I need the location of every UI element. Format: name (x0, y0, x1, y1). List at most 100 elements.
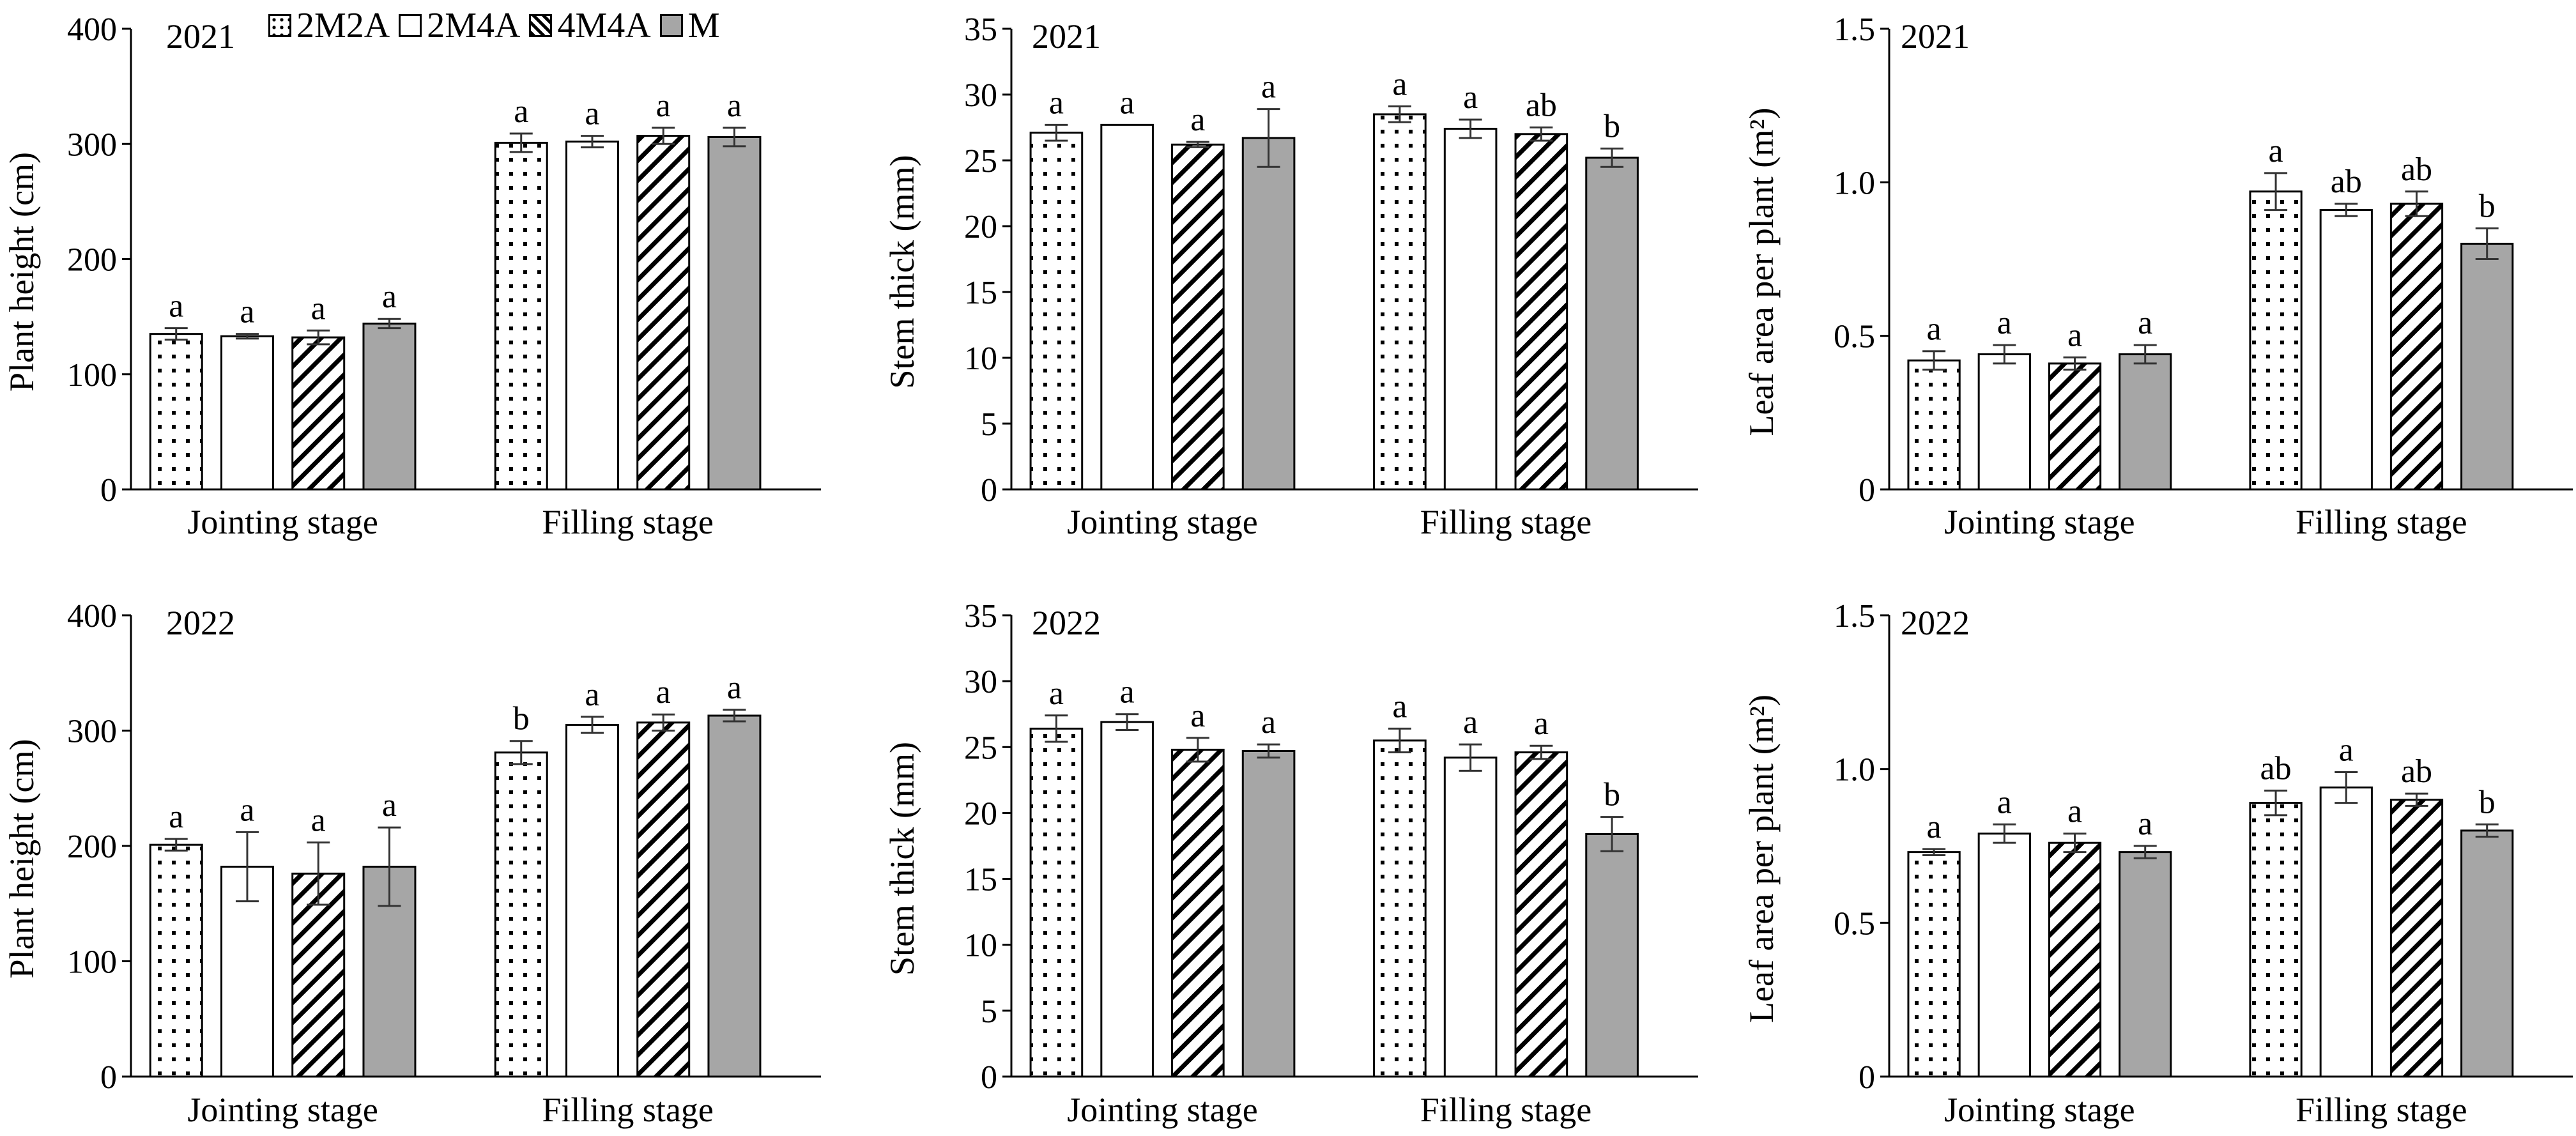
bar-4M4A (293, 337, 344, 489)
y-tick-label: 30 (964, 664, 997, 700)
x-category-label: Jointing stage (1944, 1091, 2135, 1129)
bar-2M2A (1374, 741, 1426, 1077)
chart-panel-1: 0 5 10 15 20 25 30 35 Stem thick (mm) 2021 a a a a Joi… (883, 12, 1698, 541)
legend-item: 2M2A (268, 5, 390, 46)
bar-2M4A (566, 725, 618, 1077)
bar-M (709, 137, 760, 489)
chart-panel-4: 0 5 10 15 20 25 30 35 Stem thick (mm) 2022 a a a a Joi… (883, 598, 1698, 1129)
significance-label: a (2269, 133, 2283, 169)
y-tick-label: 0 (100, 472, 117, 509)
significance-label: a (1392, 66, 1407, 103)
significance-label: ab (2401, 753, 2432, 790)
bar-2M2A (1908, 852, 1959, 1077)
y-axis-label: Plant height (cm) (3, 152, 41, 392)
y-tick-label: 20 (964, 209, 997, 245)
y-tick-label: 0.5 (1834, 319, 1875, 355)
y-tick-label: 30 (964, 77, 997, 114)
x-category-label: Filling stage (542, 503, 714, 541)
bar-2M4A (1101, 722, 1153, 1077)
chart-panel-3: 0 100 200 300 400 Plant height (cm) 2022 a a a a Jo… (3, 598, 821, 1129)
significance-label: a (240, 294, 254, 330)
legend-swatch-diagonal (529, 14, 552, 37)
significance-label: a (1049, 84, 1064, 121)
bar-4M4A (1515, 134, 1567, 489)
significance-label: b (1604, 108, 1620, 144)
bar-M (1243, 138, 1294, 489)
significance-label: a (169, 288, 183, 325)
bar-2M4A (1101, 125, 1153, 489)
legend-item: M (660, 5, 720, 46)
bar-2M4A (1445, 758, 1496, 1077)
y-tick-label: 1.0 (1834, 165, 1875, 201)
y-tick-label: 1.0 (1834, 752, 1875, 788)
legend-swatch-plain (399, 14, 422, 37)
significance-label: a (656, 88, 671, 124)
bar-2M2A (495, 753, 547, 1077)
bar-2M4A (2320, 788, 2372, 1077)
y-tick-label: 35 (964, 12, 997, 48)
significance-label: a (1190, 698, 1205, 734)
significance-label: ab (2401, 151, 2432, 188)
significance-label: a (382, 787, 397, 824)
bar-2M2A (1031, 728, 1082, 1077)
bar-2M2A (1031, 133, 1082, 489)
bar-2M2A (150, 845, 202, 1077)
figure: 0 100 200 300 400 Plant height (cm) 2021 a a a a Jo… (0, 0, 2576, 1133)
legend-swatch-gray (660, 14, 683, 37)
significance-label: a (1997, 784, 2012, 820)
bar-2M4A (2320, 210, 2372, 489)
x-category-label: Filling stage (1420, 1091, 1592, 1129)
x-category-label: Filling stage (2296, 503, 2467, 541)
significance-label: a (1120, 674, 1135, 710)
panel-title: 2022 (1901, 604, 1970, 642)
chart-panel-0: 0 100 200 300 400 Plant height (cm) 2021 a a a a Jo… (3, 12, 821, 541)
bar-2M4A (566, 142, 618, 489)
bar-4M4A (2391, 204, 2442, 489)
significance-label: a (1927, 311, 1942, 348)
bar-2M4A (1979, 834, 2030, 1077)
bar-M (364, 323, 415, 489)
significance-label: a (1534, 705, 1549, 742)
legend-label: 2M4A (427, 5, 520, 46)
panel-title: 2021 (1032, 17, 1101, 56)
legend-label: M (688, 5, 720, 46)
significance-label: ab (2260, 750, 2292, 787)
x-category-label: Jointing stage (1944, 503, 2135, 541)
y-tick-label: 10 (964, 341, 997, 377)
significance-label: ab (2331, 164, 2362, 200)
bar-2M4A (221, 336, 273, 489)
bar-M (2462, 243, 2513, 489)
significance-label: b (2479, 188, 2496, 224)
y-tick-label: 0 (981, 472, 997, 509)
significance-label: a (169, 799, 183, 835)
bar-M (1586, 834, 1638, 1077)
y-axis-label: Leaf area per plant (m²) (1742, 108, 1781, 436)
significance-label: a (1190, 102, 1205, 138)
significance-label: a (1392, 688, 1407, 725)
significance-label: a (585, 677, 599, 713)
x-category-label: Jointing stage (1067, 503, 1257, 541)
y-tick-label: 25 (964, 730, 997, 766)
significance-label: a (727, 88, 742, 124)
significance-label: a (311, 802, 326, 839)
bar-4M4A (1172, 144, 1224, 489)
significance-label: a (1261, 704, 1276, 741)
significance-label: a (2067, 794, 2082, 830)
y-tick-label: 35 (964, 598, 997, 634)
y-tick-label: 0 (1859, 472, 1875, 509)
chart-svg: 0100200300400Plant height (cm)2021a a a aJo… (0, 0, 2576, 1133)
significance-label: a (1049, 675, 1064, 712)
legend-item: 4M4A (529, 5, 650, 46)
significance-label: a (240, 792, 254, 828)
x-category-label: Jointing stage (187, 1091, 378, 1129)
significance-label: ab (1526, 88, 1557, 124)
significance-label: a (1463, 79, 1478, 116)
x-category-label: Filling stage (1420, 503, 1592, 541)
bar-2M2A (1374, 114, 1426, 489)
significance-label: b (1604, 777, 1620, 813)
significance-label: a (1120, 84, 1135, 121)
y-tick-label: 0 (981, 1059, 997, 1096)
chart-panel-5: 00.51.01.5Leaf area per plant (m²)2022aa… (1742, 598, 2573, 1129)
bar-M (1243, 751, 1294, 1077)
significance-label: a (311, 290, 326, 326)
